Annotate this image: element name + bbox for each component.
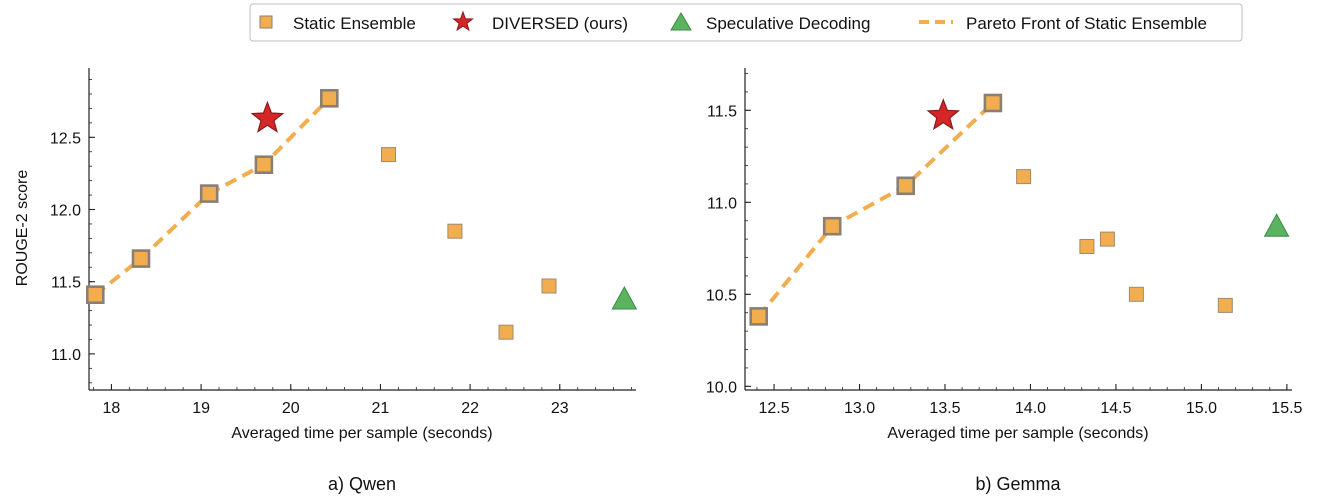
qwen-points: [86, 89, 638, 340]
qwen-speculative-decoding-point: [611, 285, 638, 310]
legend-triangle-icon: [670, 12, 692, 31]
gemma-axes: 12.5 13.0 13.5 14.0 14.5 15.0 15.5 10.0 10.5 11.0…: [706, 68, 1303, 417]
gemma-x-tick-label: 13.0: [844, 400, 875, 417]
qwen-x-tick-label: 19: [192, 400, 210, 417]
legend-star-icon: [452, 10, 474, 32]
legend-label-pareto-front: Pareto Front of Static Ensemble: [966, 14, 1207, 33]
gemma-pareto-front: [757, 101, 995, 318]
qwen-y-tick-label: 12.5: [50, 130, 81, 147]
gemma-diversed-point: [926, 98, 961, 131]
legend-label-diversed: DIVERSED (ours): [492, 14, 628, 33]
legend: Static Ensemble DIVERSED (ours) Speculat…: [249, 3, 1243, 42]
qwen-static-ensemble-point: [254, 155, 274, 174]
qwen-diversed-point: [250, 100, 285, 133]
qwen-static-ensemble-point: [447, 223, 463, 239]
legend-entry-diversed: DIVERSED (ours): [452, 10, 628, 33]
gemma-x-tick-label: 14.5: [1100, 400, 1131, 417]
gemma-points: [749, 93, 1290, 326]
gemma-static-ensemble-point: [822, 216, 842, 236]
legend-entry-speculative-decoding: Speculative Decoding: [670, 12, 870, 33]
legend-entry-pareto-front: Pareto Front of Static Ensemble: [919, 14, 1207, 33]
qwen-y-tick-label: 11.0: [51, 347, 81, 364]
gemma-x-tick-label: 13.5: [929, 400, 960, 417]
legend-frame: [249, 3, 1243, 42]
qwen-y-axis-label: ROUGE-2 score: [14, 170, 31, 287]
qwen-static-ensemble-point: [86, 285, 105, 305]
gemma-y-tick-label: 11.0: [707, 195, 737, 212]
qwen-static-ensemble-point: [498, 324, 514, 340]
qwen-x-axis-label: Averaged time per sample (seconds): [231, 425, 492, 442]
qwen-x-tick-label: 21: [372, 400, 390, 417]
gemma-y-tick-label: 10.0: [706, 379, 737, 396]
qwen-static-ensemble-point: [319, 89, 339, 108]
qwen-x-tick-label: 18: [103, 400, 121, 417]
gemma-static-ensemble-point: [749, 307, 769, 326]
gemma-static-ensemble-point: [896, 176, 916, 196]
qwen-caption: a) Qwen: [328, 474, 396, 494]
gemma-caption: b) Gemma: [975, 474, 1061, 494]
gemma-x-tick-label: 15.5: [1271, 400, 1302, 417]
chart-gemma: 12.5 13.0 13.5 14.0 14.5 15.0 15.5 10.0 10.5 11.0…: [706, 68, 1303, 494]
gemma-x-axis-label: Averaged time per sample (seconds): [887, 425, 1148, 442]
gemma-y-tick-label: 10.5: [706, 287, 737, 304]
chart-qwen: 18 19 20 21 22 23 11.0 11.5 12.0 12.5 Averaged ti…: [14, 68, 638, 494]
legend-entry-static-ensemble: Static Ensemble: [259, 14, 416, 33]
qwen-static-ensemble-point: [199, 184, 219, 203]
gemma-static-ensemble-point: [1099, 231, 1115, 247]
qwen-y-tick-label: 11.5: [51, 275, 81, 292]
qwen-x-tick-label: 20: [282, 400, 300, 417]
qwen-axes: 18 19 20 21 22 23 11.0 11.5 12.0 12.5: [50, 68, 636, 417]
qwen-static-ensemble-point: [381, 147, 396, 163]
gemma-pareto-line: [757, 101, 995, 318]
gemma-static-ensemble-point: [983, 93, 1003, 113]
gemma-x-tick-label: 12.5: [758, 400, 789, 417]
qwen-x-tick-label: 23: [551, 400, 569, 417]
gemma-static-ensemble-point: [1128, 286, 1144, 302]
gemma-x-tick-label: 14.0: [1015, 400, 1046, 417]
qwen-static-ensemble-point: [541, 278, 557, 294]
qwen-y-tick-label: 12.0: [50, 203, 81, 220]
qwen-static-ensemble-point: [131, 249, 151, 268]
legend-label-speculative-decoding: Speculative Decoding: [706, 14, 870, 33]
gemma-x-tick-label: 15.0: [1186, 400, 1217, 417]
gemma-static-ensemble-point: [1217, 297, 1233, 313]
gemma-static-ensemble-point: [1079, 239, 1095, 254]
gemma-speculative-decoding-point: [1263, 213, 1290, 237]
qwen-x-tick-label: 22: [461, 400, 479, 417]
gemma-y-tick-label: 11.5: [707, 103, 737, 120]
gemma-static-ensemble-point: [1016, 169, 1032, 185]
legend-label-static-ensemble: Static Ensemble: [293, 14, 416, 33]
legend-square-icon: [259, 15, 273, 29]
